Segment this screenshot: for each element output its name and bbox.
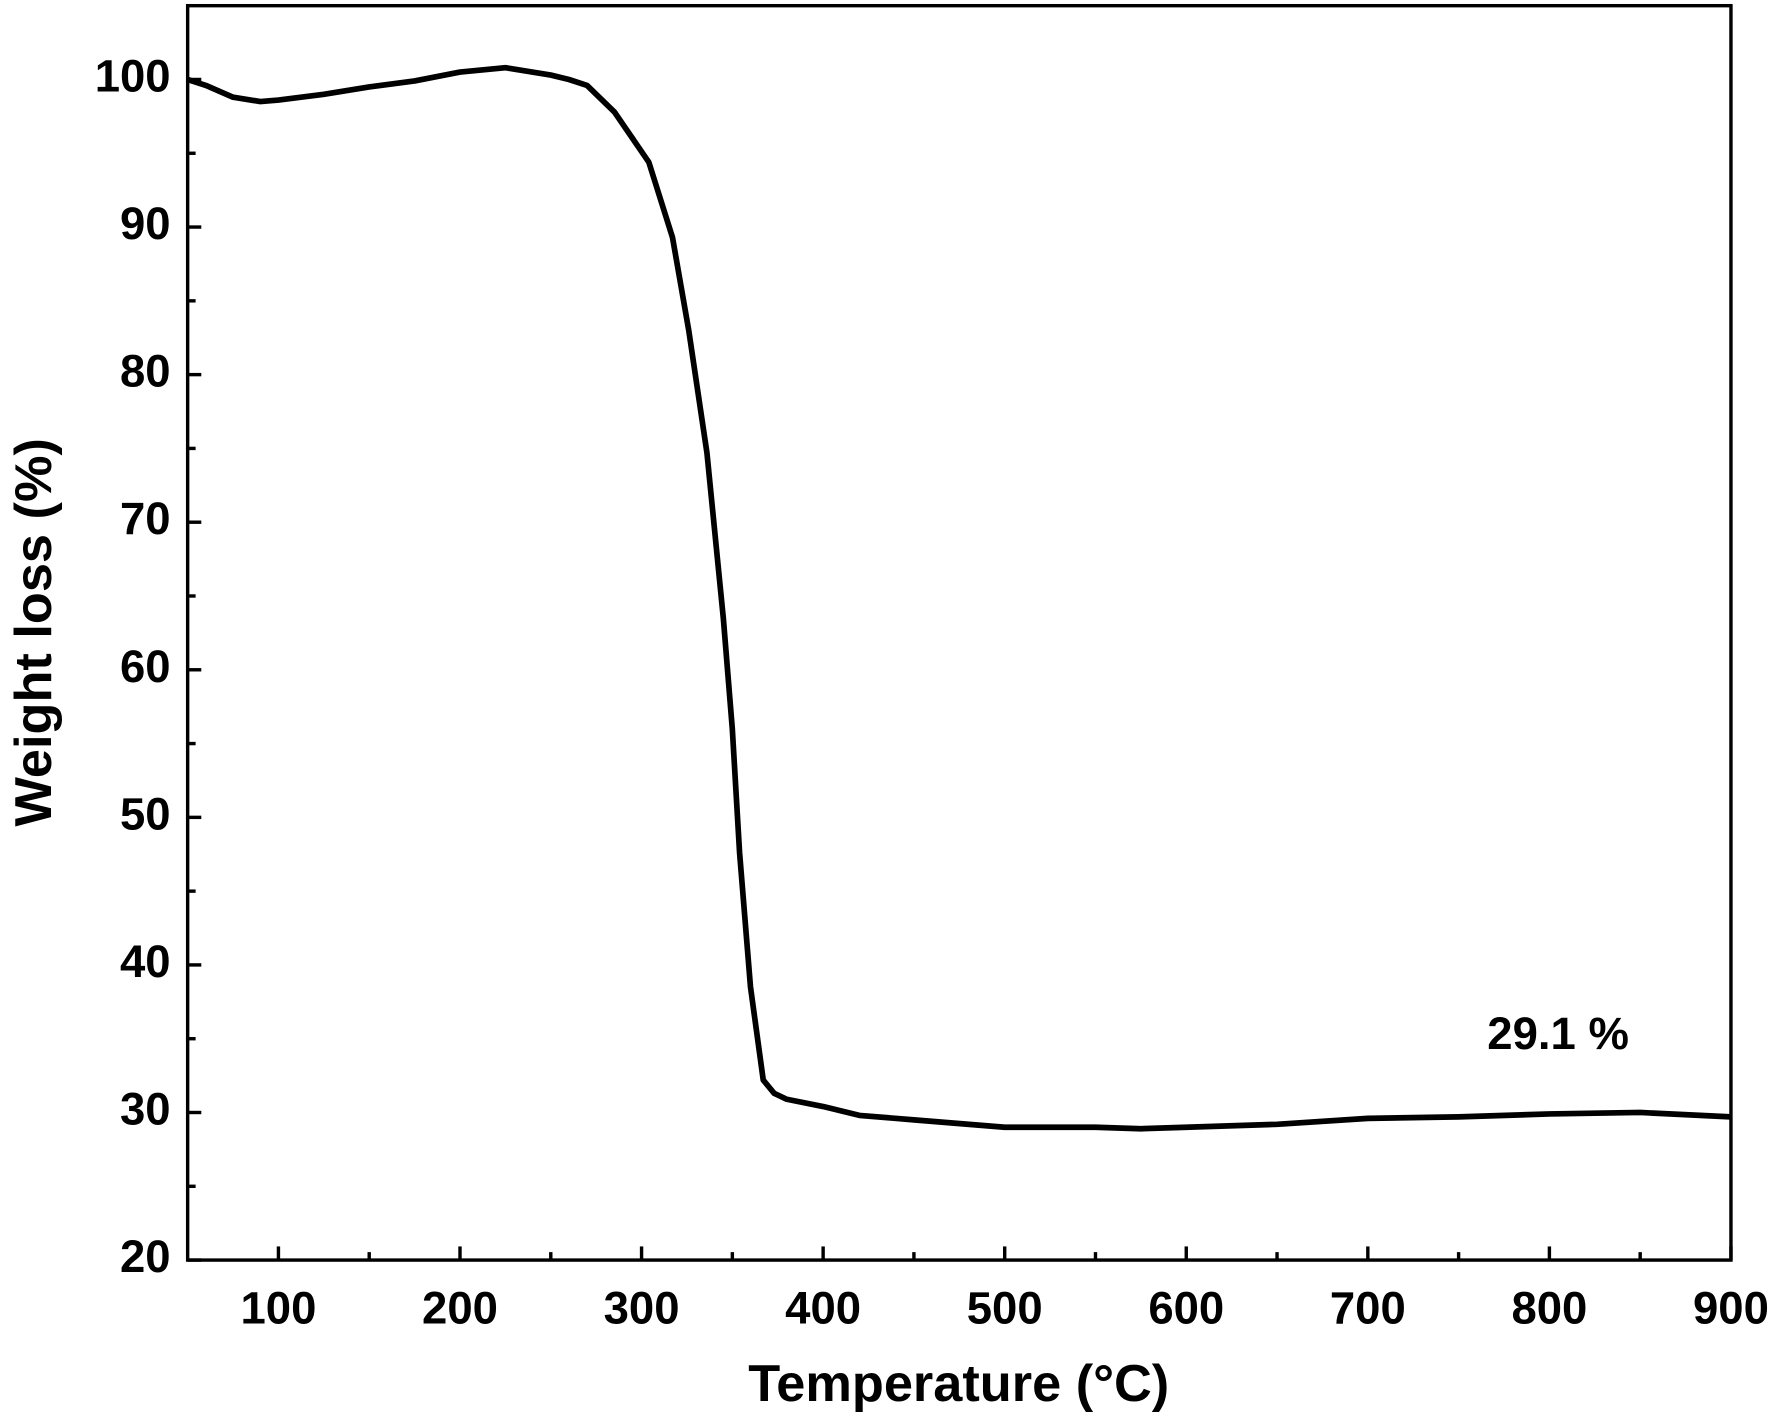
y-tick-label: 80 <box>120 346 171 397</box>
y-tick-label: 90 <box>120 198 171 249</box>
y-tick-label: 50 <box>120 788 171 839</box>
data-line <box>186 64 1732 1132</box>
x-tick-label: 400 <box>785 1282 861 1333</box>
x-tick-label: 800 <box>1511 1282 1587 1333</box>
x-tick-label: 900 <box>1693 1282 1769 1333</box>
x-tick-label: 100 <box>240 1282 316 1333</box>
y-tick-label: 100 <box>95 50 171 101</box>
y-axis-title: Weight loss (%) <box>5 438 63 826</box>
y-tick-label: 70 <box>120 493 171 544</box>
x-tick-label: 200 <box>422 1282 498 1333</box>
x-tick-label: 700 <box>1330 1282 1406 1333</box>
x-tick-label: 500 <box>967 1282 1043 1333</box>
y-tick-label: 60 <box>120 641 171 692</box>
y-tick-label: 30 <box>120 1084 171 1135</box>
y-tick-label: 40 <box>120 936 171 987</box>
x-tick-label: 300 <box>604 1282 680 1333</box>
x-axis-title: Temperature (°C) <box>748 1355 1169 1413</box>
plot-frame <box>185 3 1733 1262</box>
y-tick-label: 20 <box>120 1231 171 1282</box>
annotation: 29.1 % <box>1487 1008 1629 1059</box>
x-tick-label: 600 <box>1148 1282 1224 1333</box>
